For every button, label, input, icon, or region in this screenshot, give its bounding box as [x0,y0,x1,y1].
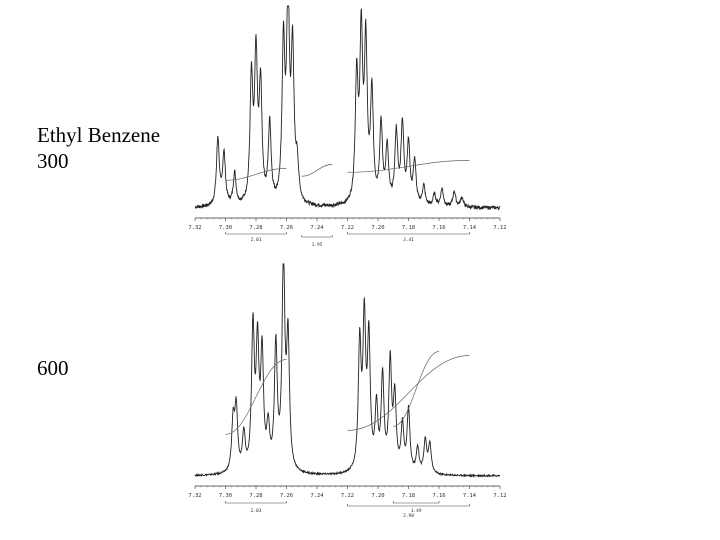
frequency-300-label: 300 [37,149,69,173]
integral-bracket [301,235,333,238]
x-tick-label: 7.12 [493,225,506,231]
x-tick-label: 7.22 [341,493,354,499]
integral-bracket [347,232,470,235]
x-tick-label: 7.28 [249,225,262,231]
x-tick-label: 7.16 [432,225,445,231]
integral-curve [225,359,287,435]
sample-label: Ethyl Benzene 300 [37,122,160,174]
integral-curve [301,164,333,177]
x-tick-label: 7.26 [280,493,293,499]
x-tick-label: 7.14 [463,225,477,231]
x-tick-label: 7.24 [310,493,324,499]
x-tick-label: 7.32 [188,225,201,231]
integral-curve [347,160,470,173]
frequency-600-label: 600 [37,356,69,380]
integral-curve [225,168,287,181]
integral-value: 3.41 [403,237,414,243]
integral-bracket [392,501,440,504]
integral-value: 1.49 [411,508,422,514]
x-tick-label: 7.26 [280,225,293,231]
spectrum-trace [194,5,501,211]
x-tick-label: 7.28 [249,493,262,499]
x-tick-label: 7.14 [463,493,477,499]
x-tick-label: 7.18 [402,225,415,231]
x-tick-label: 7.20 [371,493,384,499]
spectrum-trace [194,263,501,478]
x-tick-label: 7.30 [219,225,232,231]
x-tick-label: 7.16 [432,493,445,499]
integral-value: 2.03 [251,508,262,514]
integral-value: 2.01 [251,237,262,243]
x-tick-label: 7.20 [371,225,384,231]
integral-bracket [347,504,470,507]
x-tick-label: 7.30 [219,493,232,499]
x-tick-label: 7.32 [188,493,201,499]
integral-bracket [225,501,287,504]
x-tick-label: 7.18 [402,493,415,499]
integral-curve [393,351,440,427]
integral-bracket [225,232,287,235]
integral-value: 1.95 [312,242,323,248]
integral-value: 2.98 [403,513,414,519]
compound-name: Ethyl Benzene [37,123,161,147]
x-tick-label: 7.12 [493,493,506,499]
x-tick-label: 7.24 [310,225,324,231]
x-tick-label: 7.22 [341,225,354,231]
integral-curve [347,355,470,431]
